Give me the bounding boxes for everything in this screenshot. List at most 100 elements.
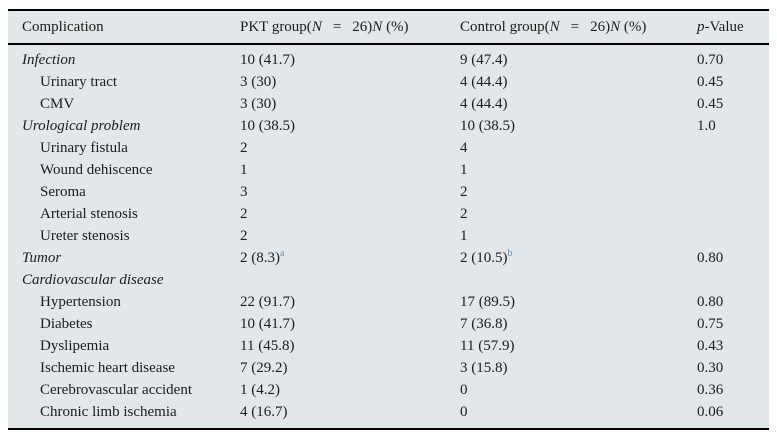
pkt-group-value: 3 xyxy=(240,181,460,203)
complication-label: Hypertension xyxy=(40,294,121,310)
control-group-value-text: 9 (47.4) xyxy=(460,52,508,68)
header-text-part: = xyxy=(332,19,342,35)
header-text-part: Control group( xyxy=(460,19,550,35)
control-group-value: 0 xyxy=(460,401,697,428)
pkt-group-value-text: 11 (45.8) xyxy=(240,338,295,354)
header-text-part: 26) xyxy=(352,19,373,35)
pkt-group-value: 2 xyxy=(240,203,460,225)
p-value: 0.06 xyxy=(697,404,724,420)
header-text-part: p xyxy=(697,19,705,35)
control-group-value-text: 1 xyxy=(460,162,468,178)
pkt-group-value: 10 (41.7) xyxy=(240,313,460,335)
col-header-control-group: Control group(N = 26)N (%) xyxy=(460,11,697,45)
control-group-value: 0 xyxy=(460,379,697,401)
pkt-group-value-text: 2 xyxy=(240,228,248,244)
table-row: CMV 3 (30) 4 (44.4) 0.45 xyxy=(8,93,769,115)
table-row: Dyslipemia 11 (45.8) 11 (57.9) 0.43 xyxy=(8,335,769,357)
col-header-pkt-group: PKT group(N = 26)N (%) xyxy=(240,11,460,45)
control-group-value: 1 xyxy=(460,159,697,181)
complication-label: Arterial stenosis xyxy=(40,206,138,222)
control-group-value-text: 2 xyxy=(460,206,468,222)
pkt-group-value: 1 xyxy=(240,159,460,181)
complication-label: Tumor xyxy=(22,250,62,266)
control-group-value-text: 17 (89.5) xyxy=(460,294,515,310)
p-value: 0.36 xyxy=(697,382,724,398)
pkt-group-value-text: 10 (41.7) xyxy=(240,316,295,332)
complication-label: Chronic limb ischemia xyxy=(40,404,177,420)
table-row: Wound dehiscence 1 1 xyxy=(8,159,769,181)
pkt-group-value-text: 3 (30) xyxy=(240,96,277,112)
p-value: 0.80 xyxy=(697,294,724,310)
complication-label: Ureter stenosis xyxy=(40,228,130,244)
pkt-group-value-text: 3 (30) xyxy=(240,74,277,90)
pkt-group-value: 7 (29.2) xyxy=(240,357,460,379)
control-group-value: 10 (38.5) xyxy=(460,115,697,137)
pkt-group-value-text: 4 (16.7) xyxy=(240,404,288,420)
control-group-value-text: 4 (44.4) xyxy=(460,74,508,90)
control-group-value: 7 (36.8) xyxy=(460,313,697,335)
table-row: Ureter stenosis 2 1 xyxy=(8,225,769,247)
header-text-part: N xyxy=(549,19,560,35)
control-group-value: 4 (44.4) xyxy=(460,71,697,93)
footnote-marker: b xyxy=(507,248,513,259)
table-row: Urinary tract 3 (30) 4 (44.4) 0.45 xyxy=(8,71,769,93)
pkt-group-value: 10 (41.7) xyxy=(240,44,460,71)
control-group-value-text: 0 xyxy=(460,382,468,398)
pkt-group-value-text: 10 (38.5) xyxy=(240,118,295,134)
table-row: Cardiovascular disease xyxy=(8,269,769,291)
p-value xyxy=(697,269,769,291)
complication-label: Urinary tract xyxy=(40,74,118,90)
control-group-value: 1 xyxy=(460,225,697,247)
complication-label: CMV xyxy=(40,96,75,112)
pkt-group-value: 3 (30) xyxy=(240,93,460,115)
pkt-group-value-text: 22 (91.7) xyxy=(240,294,295,310)
pkt-group-value: 10 (38.5) xyxy=(240,115,460,137)
table-row: Hypertension 22 (91.7) 17 (89.5) 0.80 xyxy=(8,291,769,313)
table-row: Cerebrovascular accident 1 (4.2) 0 0.36 xyxy=(8,379,769,401)
complication-label: Seroma xyxy=(40,184,86,200)
data-table: Complication PKT group(N = 26)N (%) Contro… xyxy=(8,11,769,428)
control-group-value: 9 (47.4) xyxy=(460,44,697,71)
complication-label: Ischemic heart disease xyxy=(40,360,175,376)
complication-label: Urinary fistula xyxy=(40,140,128,156)
table-row: Seroma 3 2 xyxy=(8,181,769,203)
col-header-p-value: p-Value xyxy=(697,11,769,45)
header-text-part: = xyxy=(570,19,580,35)
p-value: 0.43 xyxy=(697,338,724,354)
col-header-complication: Complication xyxy=(8,11,240,45)
table-row: Chronic limb ischemia 4 (16.7) 0 0.06 xyxy=(8,401,769,428)
pkt-group-value-text: 7 (29.2) xyxy=(240,360,288,376)
complication-label: Dyslipemia xyxy=(40,338,110,354)
control-group-value-text: 4 xyxy=(460,140,468,156)
complication-label: Infection xyxy=(22,52,76,68)
footnote-marker: a xyxy=(280,248,285,259)
pkt-group-value xyxy=(240,269,460,291)
complication-label: Cardiovascular disease xyxy=(22,272,164,288)
pkt-group-value: 22 (91.7) xyxy=(240,291,460,313)
p-value xyxy=(697,225,769,247)
table-row: Infection 10 (41.7) 9 (47.4) 0.70 xyxy=(8,44,769,71)
p-value xyxy=(697,203,769,225)
p-value: 0.45 xyxy=(697,96,724,112)
p-value xyxy=(697,137,769,159)
pkt-group-value: 1 (4.2) xyxy=(240,379,460,401)
p-value: 1.0 xyxy=(697,118,716,134)
control-group-value-text: 1 xyxy=(460,228,468,244)
pkt-group-value-text: 2 (8.3) xyxy=(240,250,280,266)
header-text-part: 26) xyxy=(590,19,611,35)
control-group-value: 4 (44.4) xyxy=(460,93,697,115)
control-group-value: 3 (15.8) xyxy=(460,357,697,379)
control-group-value-text: 10 (38.5) xyxy=(460,118,515,134)
control-group-value-text: 3 (15.8) xyxy=(460,360,508,376)
table-row: Ischemic heart disease 7 (29.2) 3 (15.8) 0.… xyxy=(8,357,769,379)
table-row: Diabetes 10 (41.7) 7 (36.8) 0.75 xyxy=(8,313,769,335)
control-group-value: 11 (57.9) xyxy=(460,335,697,357)
header-text-part: N xyxy=(610,19,621,35)
p-value: 0.45 xyxy=(697,74,724,90)
p-value: 0.30 xyxy=(697,360,724,376)
pkt-group-value-text: 10 (41.7) xyxy=(240,52,295,68)
pkt-group-value-text: 1 xyxy=(240,162,248,178)
table-row: Urological problem 10 (38.5) 10 (38.5) 1.0 xyxy=(8,115,769,137)
pkt-group-value-text: 3 xyxy=(240,184,248,200)
complication-label: Wound dehiscence xyxy=(40,162,153,178)
